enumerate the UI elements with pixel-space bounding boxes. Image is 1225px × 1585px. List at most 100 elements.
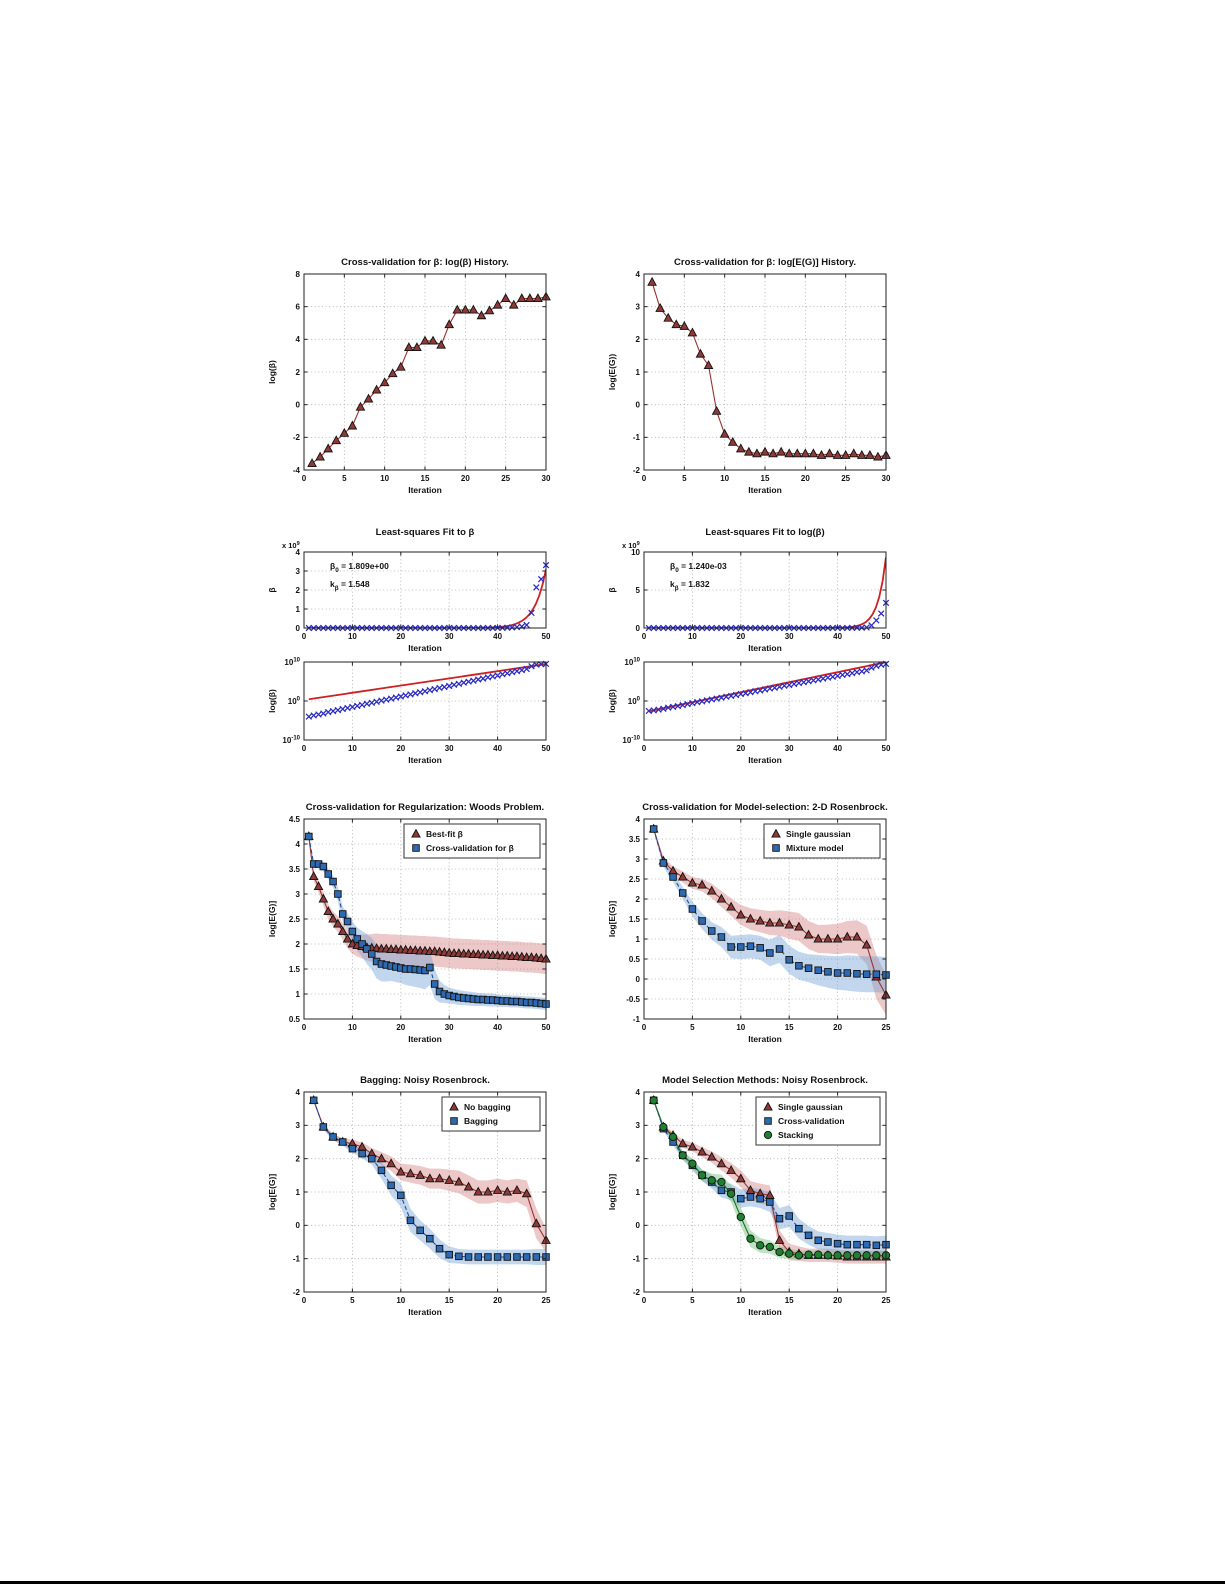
svg-text:25: 25 [882, 1296, 891, 1305]
svg-text:β0 = 1.240e-03: β0 = 1.240e-03 [670, 561, 727, 574]
chart-svg-lsq-logbeta: Least-squares Fit to log(β)0 10 20 30 40 5005… [607, 527, 891, 765]
svg-text:-4: -4 [293, 466, 301, 475]
svg-text:Iteration: Iteration [748, 643, 782, 653]
svg-text:Iteration: Iteration [408, 755, 442, 765]
svg-text:3: 3 [636, 855, 641, 864]
svg-text:5: 5 [636, 586, 641, 595]
svg-text:6: 6 [296, 302, 301, 311]
svg-text:20: 20 [396, 1023, 405, 1032]
svg-text:-1: -1 [633, 1015, 641, 1024]
svg-text:20: 20 [801, 474, 810, 483]
svg-text:-1: -1 [633, 433, 641, 442]
svg-text:50: 50 [542, 744, 551, 753]
svg-text:Cross-validation for β: log[E(: Cross-validation for β: log[E(G)] Histor… [674, 257, 856, 268]
svg-text:5: 5 [350, 1296, 355, 1305]
svg-text:10-10: 10-10 [622, 736, 640, 745]
svg-text:1010: 1010 [624, 658, 640, 667]
chart-svg-lsq-beta: Least-squares Fit to β 0 10 20 30 40 50 0 1 2 3 4 It… [267, 527, 551, 765]
svg-text:No bagging: No bagging [464, 1102, 511, 1112]
svg-text:4: 4 [636, 270, 641, 279]
svg-text:100: 100 [628, 697, 641, 706]
svg-text:Model Selection Methods: Noisy: Model Selection Methods: Noisy Rosenbroc… [662, 1075, 868, 1086]
svg-text:30: 30 [445, 744, 454, 753]
svg-text:3: 3 [636, 302, 641, 311]
svg-text:2: 2 [296, 586, 301, 595]
svg-text:log[E(G)]: log[E(G)] [607, 901, 617, 938]
svg-text:10: 10 [631, 548, 640, 557]
svg-text:5: 5 [682, 474, 687, 483]
svg-text:30: 30 [445, 1023, 454, 1032]
svg-text:Bagging: Bagging [464, 1116, 498, 1126]
svg-text:15: 15 [785, 1296, 794, 1305]
svg-text:0: 0 [642, 632, 647, 641]
svg-text:40: 40 [493, 632, 502, 641]
svg-text:1: 1 [296, 1188, 301, 1197]
svg-text:1010: 1010 [284, 658, 300, 667]
svg-text:10: 10 [348, 1023, 357, 1032]
svg-text:5: 5 [690, 1296, 695, 1305]
svg-text:30: 30 [882, 474, 891, 483]
svg-text:log[E(G)]: log[E(G)] [607, 1174, 617, 1211]
svg-text:Iteration: Iteration [408, 1307, 442, 1317]
svg-text:0: 0 [636, 624, 641, 633]
svg-text:2.5: 2.5 [629, 875, 641, 884]
svg-text:3: 3 [636, 1121, 641, 1130]
svg-text:10: 10 [380, 474, 389, 483]
svg-text:Bagging: Noisy Rosenbrock.: Bagging: Noisy Rosenbrock. [360, 1075, 490, 1086]
svg-text:0: 0 [636, 975, 641, 984]
svg-text:5: 5 [342, 474, 347, 483]
svg-text:log(β): log(β) [607, 689, 617, 713]
svg-text:10: 10 [736, 1296, 745, 1305]
svg-text:40: 40 [493, 1023, 502, 1032]
svg-text:2: 2 [296, 940, 301, 949]
svg-text:15: 15 [761, 474, 770, 483]
chart-cv-logbeta: Cross-validation for β: log(β) History. 0… [260, 252, 586, 500]
svg-text:2: 2 [296, 1154, 301, 1163]
svg-text:-2: -2 [633, 1288, 641, 1297]
svg-text:Single gaussian: Single gaussian [786, 829, 851, 839]
svg-text:0: 0 [302, 474, 307, 483]
svg-text:1.5: 1.5 [289, 965, 301, 974]
svg-text:1: 1 [636, 368, 641, 377]
svg-text:Cross-validation for Regulariz: Cross-validation for Regularization: Woo… [306, 802, 544, 813]
chart-svg-cv-logeg: Cross-validation for β: log[E(G)] Histor… [607, 257, 891, 495]
svg-text:15: 15 [785, 1023, 794, 1032]
chart-cv-logeg: Cross-validation for β: log[E(G)] Histor… [600, 252, 926, 500]
svg-text:3: 3 [296, 567, 301, 576]
svg-text:4: 4 [636, 1088, 641, 1097]
chart-woods: Cross-validation for Regularization: Woo… [260, 797, 586, 1055]
svg-text:-1: -1 [633, 1254, 641, 1263]
svg-text:log(β): log(β) [267, 360, 277, 384]
svg-text:20: 20 [396, 632, 405, 641]
chart-svg-rosen2d: Cross-validation for Model-selection: 2-… [607, 802, 891, 1044]
svg-text:Iteration: Iteration [748, 1034, 782, 1044]
svg-text:log(β): log(β) [267, 689, 277, 713]
chart-svg-bagging: Bagging: Noisy Rosenbrock.0 5 10 15 20 25-2-1… [267, 1075, 551, 1317]
svg-text:10: 10 [688, 632, 697, 641]
svg-text:1: 1 [636, 935, 641, 944]
svg-text:Mixture model: Mixture model [786, 843, 844, 853]
svg-text:1.5: 1.5 [629, 915, 641, 924]
svg-text:kβ = 1.832: kβ = 1.832 [670, 579, 710, 592]
svg-text:4.5: 4.5 [289, 815, 301, 824]
chart-svg-woods: Cross-validation for Regularization: Woo… [267, 802, 551, 1044]
svg-text:25: 25 [841, 474, 850, 483]
svg-text:Cross-validation for Model-sel: Cross-validation for Model-selection: 2-… [642, 802, 887, 813]
svg-text:x 109: x 109 [282, 541, 300, 550]
svg-text:10: 10 [396, 1296, 405, 1305]
svg-text:2: 2 [636, 335, 641, 344]
svg-text:1: 1 [296, 990, 301, 999]
svg-text:kβ = 1.548: kβ = 1.548 [330, 579, 370, 592]
svg-text:0: 0 [642, 1296, 647, 1305]
svg-text:Best-fit β: Best-fit β [426, 829, 463, 839]
svg-text:1: 1 [296, 605, 301, 614]
svg-text:30: 30 [445, 632, 454, 641]
svg-text:0.5: 0.5 [289, 1015, 301, 1024]
svg-text:2: 2 [636, 895, 641, 904]
svg-text:10: 10 [348, 744, 357, 753]
svg-text:-1: -1 [293, 1254, 301, 1263]
svg-text:3.5: 3.5 [289, 865, 301, 874]
svg-text:3.5: 3.5 [629, 835, 641, 844]
svg-text:50: 50 [882, 744, 891, 753]
